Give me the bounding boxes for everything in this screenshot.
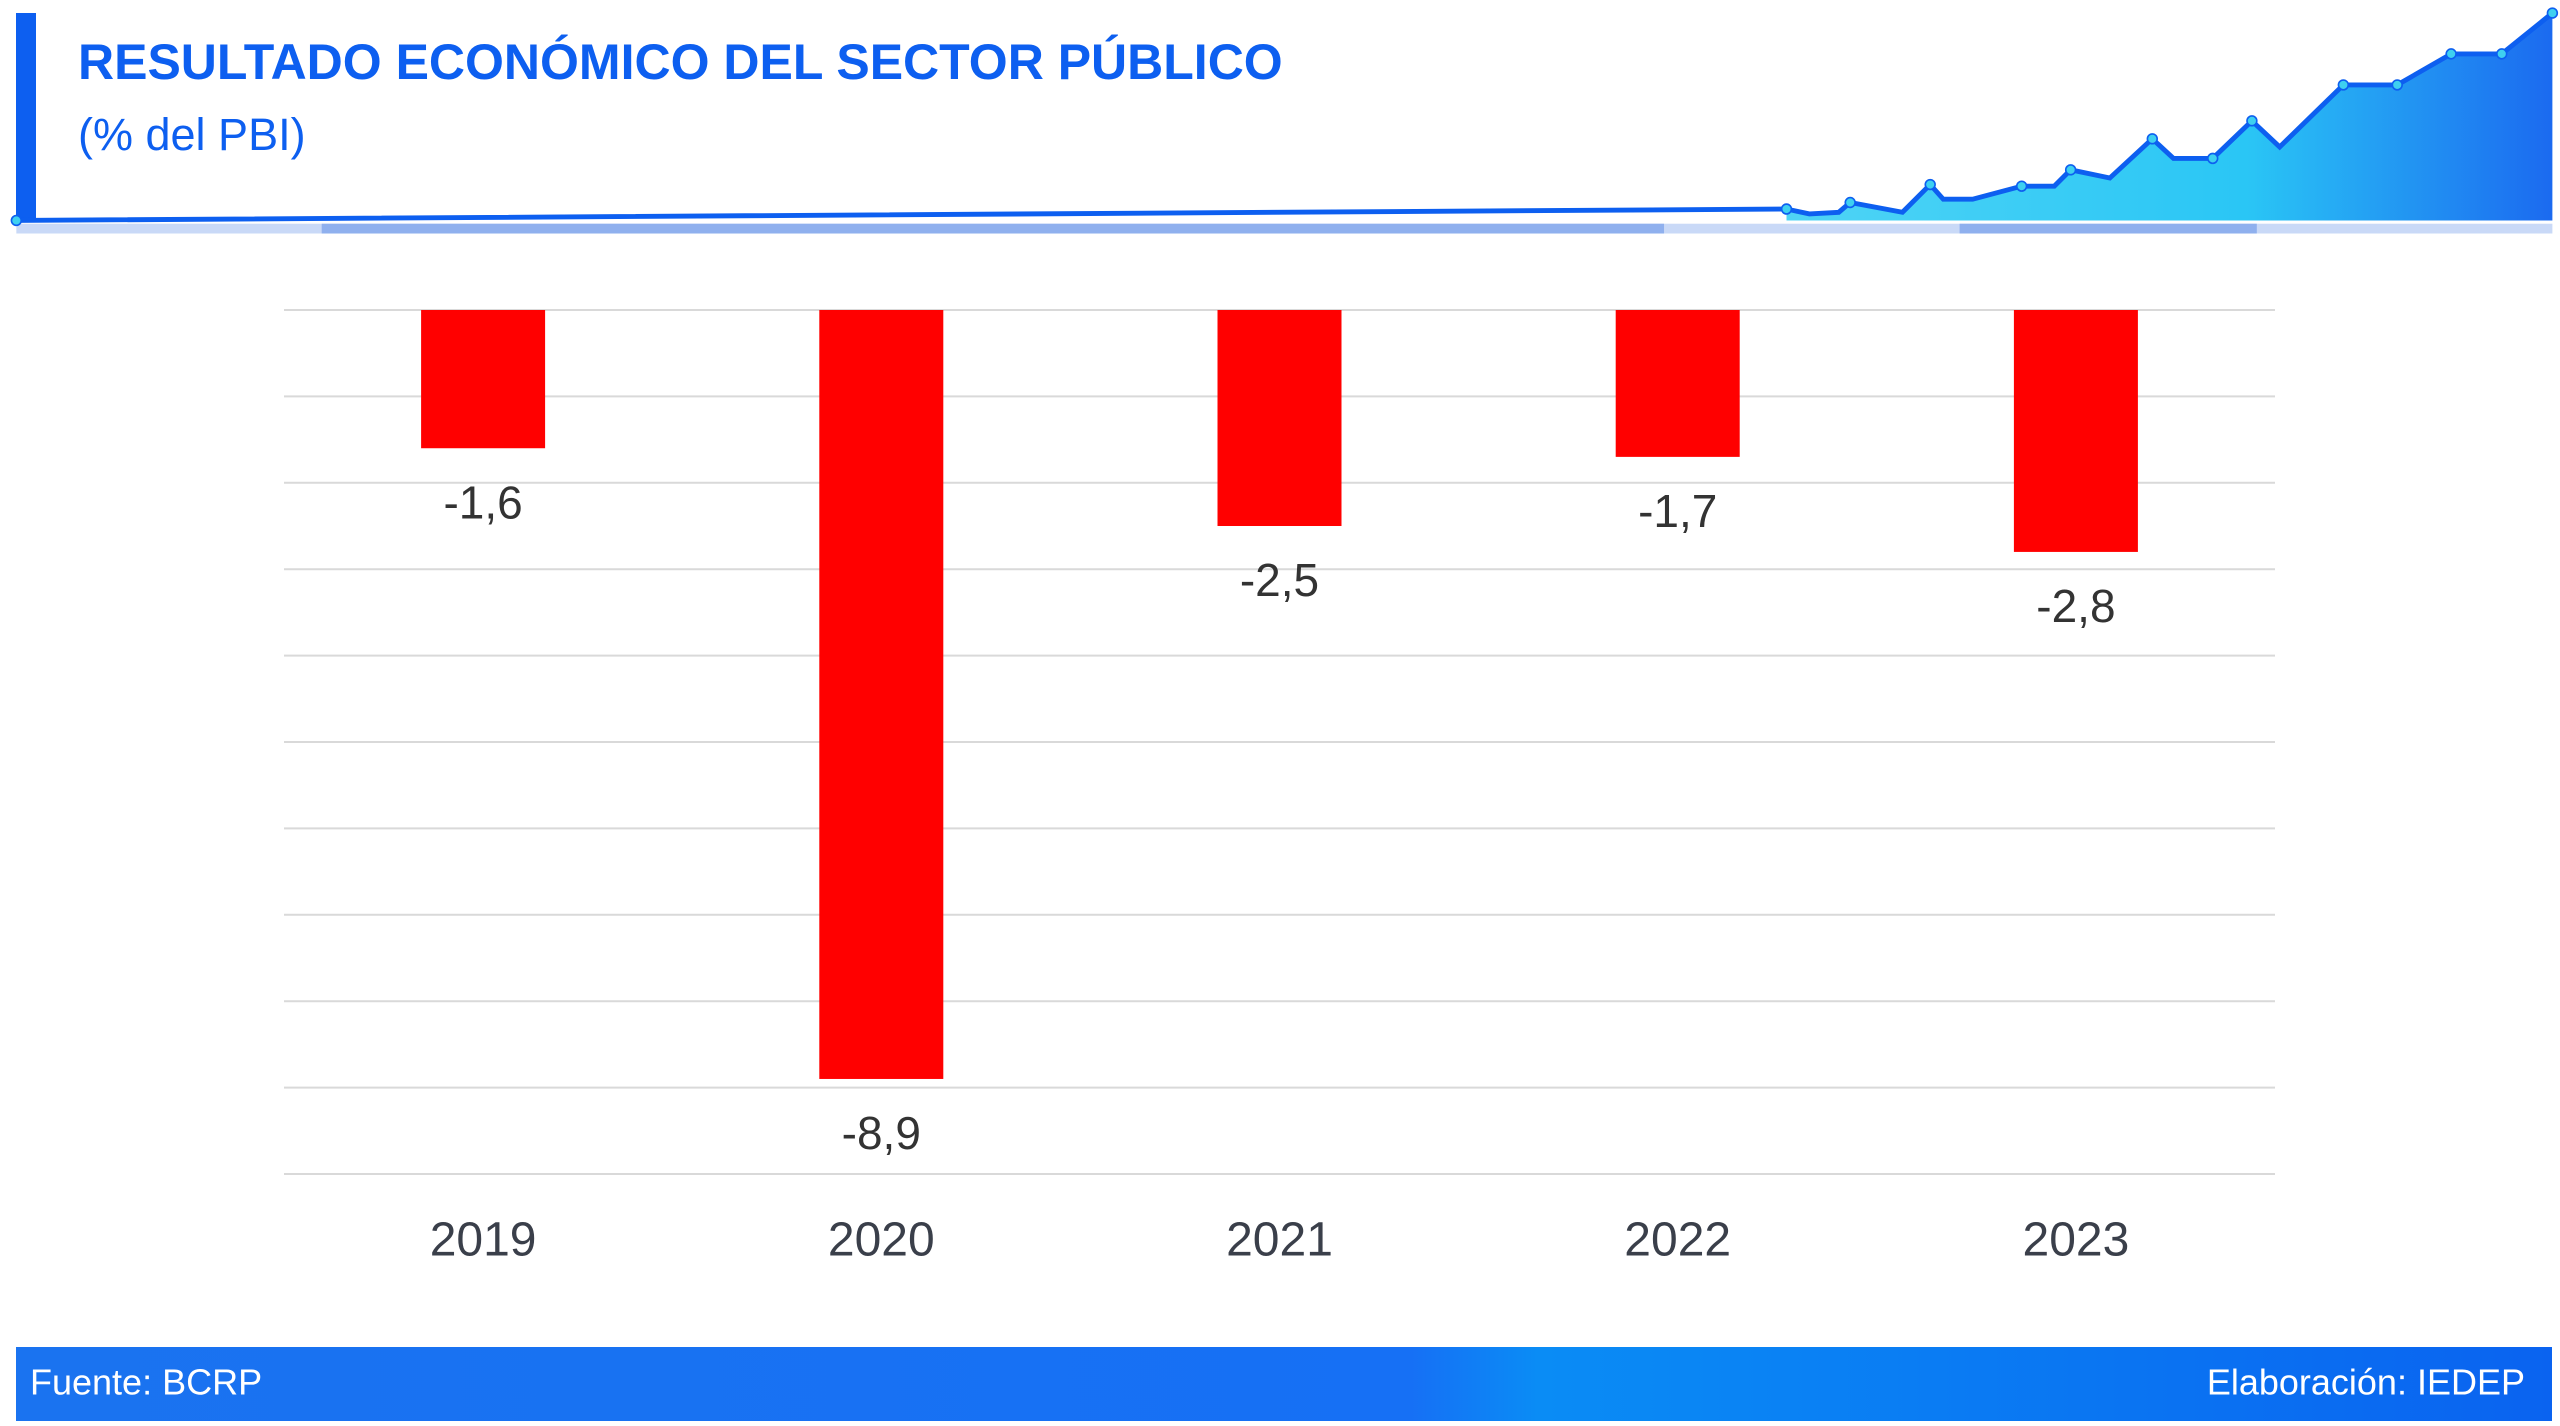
credit: Elaboración: IEDEP: [2207, 1362, 2525, 1403]
x-tick-label: 2022: [1624, 1214, 1731, 1267]
x-tick-label: 2023: [2023, 1214, 2130, 1267]
data-label: -1,6: [443, 476, 522, 528]
header-accent: [16, 13, 36, 220]
x-tick-label: 2020: [828, 1214, 935, 1267]
data-label: -2,5: [1240, 554, 1319, 606]
chart-subtitle: (% del PBI): [78, 109, 306, 160]
data-label: -8,9: [842, 1107, 921, 1159]
data-label: -1,7: [1638, 485, 1717, 537]
chart-title: RESULTADO ECONÓMICO DEL SECTOR PÚBLICO: [78, 34, 1283, 90]
bar: [819, 310, 944, 1079]
bar: [421, 310, 546, 449]
data-label: -2,8: [2036, 580, 2115, 632]
bar: [1217, 310, 1342, 526]
x-tick-label: 2019: [430, 1214, 537, 1267]
bar: [2013, 310, 2138, 552]
bar: [1615, 310, 1740, 457]
source: Fuente: BCRP: [30, 1362, 262, 1403]
header-decoration: [10, 7, 2559, 234]
footer-bar: [16, 1347, 2552, 1421]
x-tick-label: 2021: [1226, 1214, 1333, 1267]
